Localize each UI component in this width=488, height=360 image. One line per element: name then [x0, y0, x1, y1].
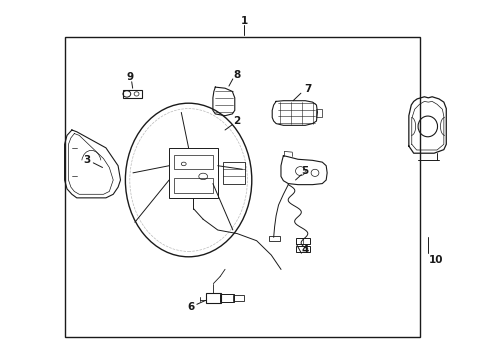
Text: 8: 8: [233, 69, 240, 80]
Bar: [174, 178, 212, 193]
Text: 7: 7: [304, 84, 311, 94]
Text: 9: 9: [126, 72, 134, 82]
Bar: [268, 236, 279, 241]
Bar: [220, 294, 233, 302]
Bar: [122, 90, 142, 98]
Text: 10: 10: [427, 255, 442, 265]
Text: 2: 2: [233, 116, 240, 126]
Text: 1: 1: [241, 16, 247, 26]
Bar: [316, 109, 322, 117]
Bar: [174, 155, 212, 169]
Text: 3: 3: [82, 156, 90, 165]
Bar: [169, 148, 217, 198]
Text: 4: 4: [301, 245, 308, 255]
Text: 5: 5: [301, 166, 308, 176]
Bar: [295, 246, 309, 252]
Bar: [223, 162, 244, 184]
Bar: [295, 238, 309, 244]
Bar: [232, 296, 243, 301]
Bar: [205, 293, 221, 303]
Bar: [64, 37, 419, 337]
Text: 6: 6: [187, 302, 194, 312]
